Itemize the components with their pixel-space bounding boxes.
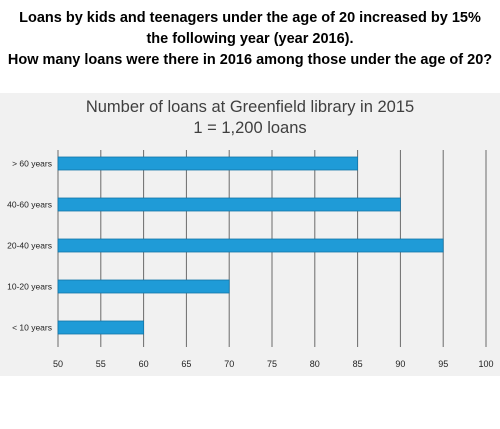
question-line: the following year (year 2016). bbox=[146, 31, 354, 47]
chart-title: Number of loans at Greenfield library in… bbox=[85, 98, 415, 116]
y-category-label: 40-60 years bbox=[7, 200, 52, 210]
y-category-label: 10-20 years bbox=[7, 282, 52, 292]
bar bbox=[57, 156, 359, 171]
x-tick-label: 85 bbox=[353, 359, 363, 369]
x-tick-label: 90 bbox=[395, 359, 405, 369]
bar bbox=[57, 238, 444, 253]
y-category-label: < 10 years bbox=[12, 323, 52, 333]
question-text: Loans by kids and teenagers under the ag… bbox=[0, 8, 500, 71]
x-tick-label: 65 bbox=[181, 359, 191, 369]
bar bbox=[57, 279, 230, 294]
bar bbox=[57, 320, 144, 335]
x-tick-label: 100 bbox=[478, 359, 493, 369]
chart-title-block: Number of loans at Greenfield library in… bbox=[0, 97, 500, 139]
question-line: Loans by kids and teenagers under the ag… bbox=[19, 10, 481, 26]
x-tick-label: 55 bbox=[96, 359, 106, 369]
y-category-label: > 60 years bbox=[12, 159, 52, 169]
bar-chart: 50 55 60 65 70 75 80 85 90 95 100 > 60 years 40-60 y… bbox=[7, 150, 494, 369]
chart-subtitle: 1 = 1,200 loans bbox=[193, 119, 307, 137]
question-line: How many loans were there in 2016 among … bbox=[7, 52, 493, 68]
y-category-label: 20-40 years bbox=[7, 241, 52, 251]
x-tick-label: 95 bbox=[438, 359, 448, 369]
chart-area: Number of loans at Greenfield library in… bbox=[0, 93, 500, 376]
x-tick-label: 60 bbox=[139, 359, 149, 369]
x-tick-label: 50 bbox=[53, 359, 63, 369]
x-tick-label: 80 bbox=[310, 359, 320, 369]
x-tick-label: 70 bbox=[224, 359, 234, 369]
x-tick-label: 75 bbox=[267, 359, 277, 369]
bar bbox=[57, 197, 401, 212]
